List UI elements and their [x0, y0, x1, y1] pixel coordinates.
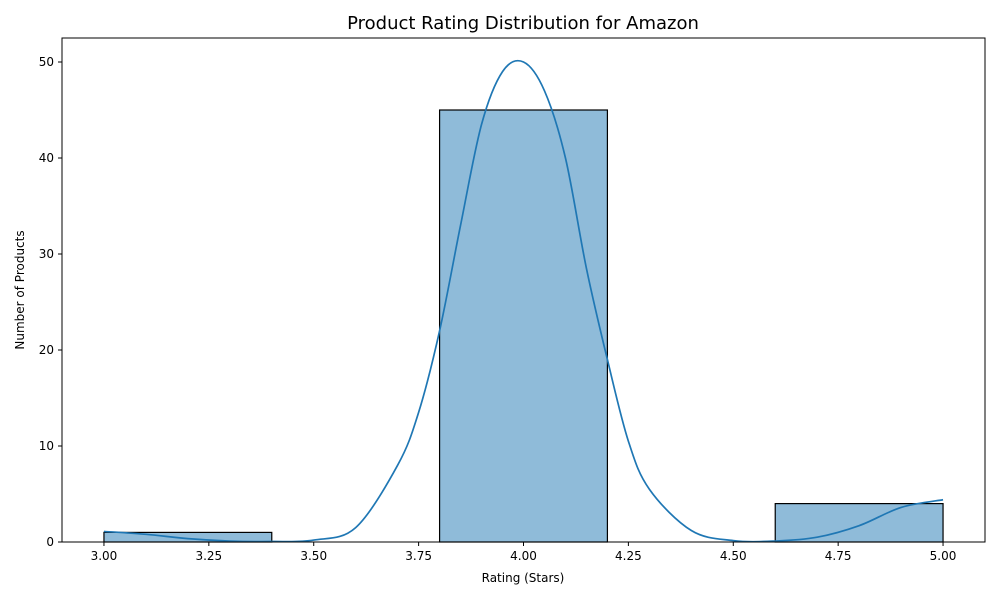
x-tick-label-8: 5.00 — [930, 549, 957, 563]
x-tick-label-6: 4.50 — [720, 549, 747, 563]
histogram-bar-4 — [774, 503, 944, 543]
x-axis-title: Rating (Stars) — [482, 571, 565, 585]
x-tick-label-4: 4.00 — [510, 549, 537, 563]
y-tick-label-4: 40 — [39, 151, 54, 165]
x-tick-label-7: 4.75 — [825, 549, 852, 563]
x-tick-label-0: 3.00 — [91, 549, 118, 563]
histogram-bar-2 — [438, 109, 609, 543]
y-axis-title: Number of Products — [13, 230, 27, 349]
chart-title: Product Rating Distribution for Amazon — [347, 13, 699, 34]
y-axis: 0 10 20 30 40 50 — [39, 55, 62, 549]
bars-layer — [103, 109, 944, 543]
y-tick-label-0: 0 — [46, 535, 54, 549]
y-tick-label-5: 50 — [39, 55, 54, 69]
x-axis: 3.00 3.25 3.50 3.75 4.00 4.25 4.50 4.75 5.00 — [91, 542, 957, 563]
x-tick-label-1: 3.25 — [195, 549, 222, 563]
y-tick-label-2: 20 — [39, 343, 54, 357]
y-tick-label-3: 30 — [39, 247, 54, 261]
x-tick-label-2: 3.50 — [300, 549, 327, 563]
x-tick-label-3: 3.75 — [405, 549, 432, 563]
y-tick-label-1: 10 — [39, 439, 54, 453]
x-tick-label-5: 4.25 — [615, 549, 642, 563]
